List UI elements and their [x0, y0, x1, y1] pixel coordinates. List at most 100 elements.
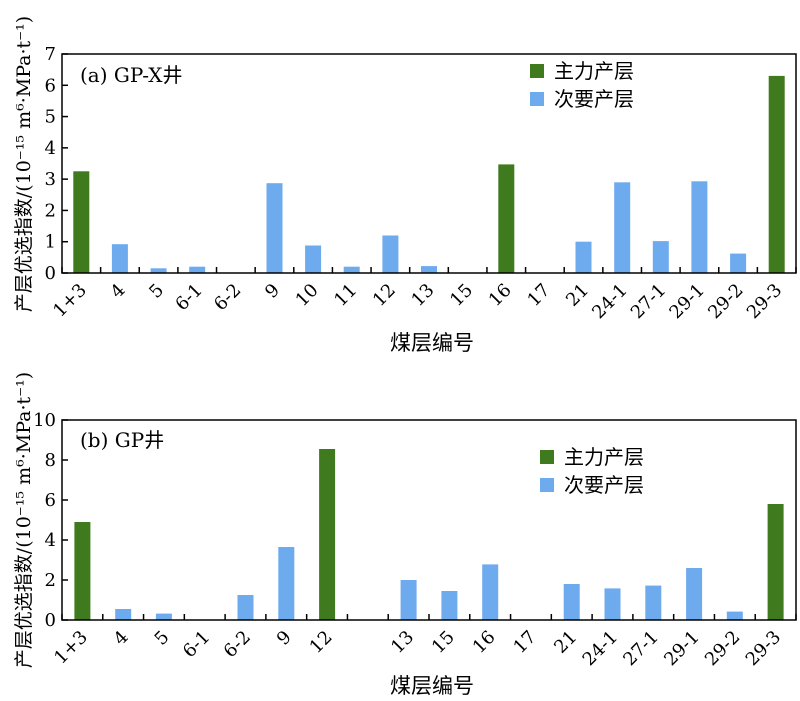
bar-29-3: [768, 75, 785, 274]
panel-label: (b) GP井: [80, 428, 164, 452]
bar-27-1: [645, 585, 662, 620]
x-tick-label: 29-2: [701, 627, 744, 670]
legend-label-secondary: 次要产层: [564, 473, 644, 497]
bar-13: [400, 580, 417, 620]
bar-4: [115, 609, 132, 620]
plot-frame: [61, 419, 797, 621]
x-tick-label: 1+3: [49, 280, 91, 322]
x-tick-label: 13: [387, 627, 418, 658]
x-tick-label: 29-3: [742, 627, 785, 670]
legend-label-main: 主力产层: [554, 59, 634, 83]
x-tick-label: 16: [469, 627, 500, 658]
y-tick-label: 2: [45, 200, 56, 221]
y-tick-label: 2: [45, 570, 56, 591]
legend-label-secondary: 次要产层: [554, 87, 634, 111]
bar-9: [266, 183, 283, 273]
plot-frame: [61, 53, 797, 274]
x-tick-label: 11: [330, 280, 361, 311]
bar-10: [305, 245, 322, 273]
x-tick-label: 4: [110, 627, 133, 650]
bar-11: [343, 266, 360, 273]
bar-29-2: [726, 611, 743, 620]
x-tick-label: 12: [369, 280, 400, 311]
x-tick-label: 6-1: [171, 280, 206, 315]
x-tick-label: 5: [145, 280, 168, 303]
bar-24-1: [604, 588, 621, 620]
bar-16: [498, 164, 515, 273]
x-tick-label: 13: [407, 280, 438, 311]
bar-12: [319, 449, 336, 620]
bar-4: [111, 244, 128, 273]
legend-swatch-secondary: [540, 478, 554, 492]
panel-label: (a) GP-X井: [80, 63, 183, 87]
x-tick-label: 9: [273, 627, 296, 650]
y-axis-title: 产层优选指数/(10⁻¹⁵ m⁶·MPa·t⁻¹): [13, 16, 35, 312]
bar-13: [421, 266, 437, 273]
bar-1+3: [73, 171, 90, 273]
bar-29-1: [691, 181, 708, 273]
x-tick-label: 29-1: [660, 627, 703, 670]
bar-1+3: [74, 522, 91, 620]
bar-24-1: [614, 182, 631, 273]
bar-21: [575, 241, 592, 273]
x-tick-label: 24-1: [588, 280, 631, 323]
x-tick-label: 4: [107, 280, 130, 303]
y-tick-label: 4: [45, 138, 56, 159]
y-tick-label: 1: [45, 232, 56, 253]
x-tick-label: 17: [523, 280, 554, 311]
bar-29-3: [767, 504, 784, 620]
x-tick-label: 1+3: [50, 627, 92, 669]
x-tick-label: 5: [151, 627, 174, 650]
bar-29-2: [730, 253, 747, 273]
y-tick-label: 7: [45, 44, 56, 65]
legend-swatch-main: [530, 64, 544, 78]
x-tick-label: 21: [562, 280, 593, 311]
x-tick-label: 6-2: [220, 627, 255, 662]
y-axis-title: 产层优选指数/(10⁻¹⁵ m⁶·MPa·t⁻¹): [13, 372, 35, 668]
x-tick-label: 6-2: [210, 280, 245, 315]
x-tick-label: 10: [292, 280, 323, 311]
x-axis-title: 煤层编号: [390, 674, 474, 698]
x-tick-label: 27-1: [619, 627, 662, 670]
y-tick-label: 6: [45, 490, 56, 511]
x-axis-title: 煤层编号: [390, 331, 474, 355]
x-tick-label: 6-1: [179, 627, 214, 662]
x-tick-label: 29-2: [704, 280, 747, 323]
x-tick-label: 9: [261, 280, 284, 303]
bar-15: [441, 591, 458, 620]
legend-swatch-main: [540, 450, 554, 464]
legend-label-main: 主力产层: [564, 445, 644, 469]
bar-27-1: [652, 241, 669, 273]
bar-9: [278, 547, 295, 620]
bar-21: [563, 584, 580, 620]
x-tick-label: 15: [428, 627, 459, 658]
x-tick-label: 16: [485, 280, 516, 311]
y-tick-label: 3: [45, 169, 56, 190]
x-tick-label: 27-1: [627, 280, 670, 323]
y-tick-label: 0: [45, 610, 56, 631]
x-tick-label: 15: [446, 280, 477, 311]
bar-29-1: [686, 568, 703, 620]
x-tick-label: 29-3: [743, 280, 786, 323]
bar-5: [155, 613, 172, 620]
bar-5: [150, 268, 167, 273]
y-tick-label: 8: [45, 450, 56, 471]
bar-12: [382, 235, 399, 273]
legend-swatch-secondary: [530, 92, 544, 106]
y-tick-label: 10: [33, 410, 56, 431]
y-tick-label: 0: [45, 263, 56, 284]
x-tick-label: 12: [306, 627, 337, 658]
y-tick-label: 4: [45, 530, 56, 551]
bar-16: [482, 564, 499, 620]
x-tick-label: 17: [509, 627, 540, 658]
x-tick-label: 21: [550, 627, 581, 658]
bar-6-1: [189, 266, 206, 273]
bar-6-2: [237, 595, 254, 620]
x-tick-label: 24-1: [579, 627, 622, 670]
y-tick-label: 6: [45, 75, 56, 96]
